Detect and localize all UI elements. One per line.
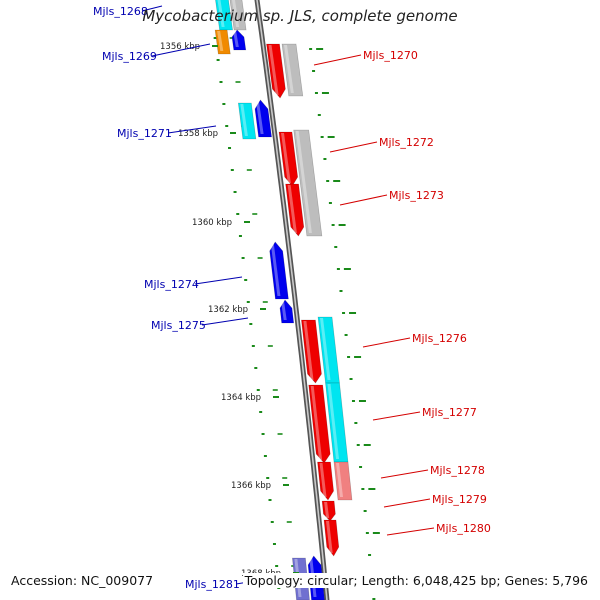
gene-block-1271b-highlight	[255, 101, 264, 134]
gene-block-1280-highlight	[326, 521, 333, 553]
gene-label-mjls-1271[interactable]: Mjls_1271	[117, 127, 172, 140]
gene-label-leader	[339, 194, 388, 206]
gene-layer	[214, 0, 353, 600]
gene-block-1272[interactable]	[278, 131, 299, 187]
gene-block-1272-highlight	[281, 133, 291, 183]
gene-label-mjls-1268[interactable]: Mjls_1268	[93, 5, 148, 18]
gene-label-leader	[313, 54, 362, 66]
gene-block-1270[interactable]	[266, 43, 286, 99]
backbone-layer	[254, 0, 330, 600]
gene-block-1278b-highlight	[336, 463, 343, 497]
gene-label-leader	[386, 527, 435, 536]
kbp-label: 1362 kbp	[208, 305, 248, 315]
gene-block-1269b[interactable]	[231, 29, 247, 51]
gene-label-mjls-1273[interactable]: Mjls_1273	[389, 189, 444, 202]
gene-label-leader	[362, 337, 411, 348]
genome-backbone-highlight	[256, 0, 328, 600]
gene-block-1273[interactable]	[285, 183, 305, 237]
gene-block-1276[interactable]	[301, 319, 322, 384]
gene-block-1270b[interactable]	[281, 43, 304, 97]
gene-block-1270b-highlight	[284, 45, 294, 93]
gene-label-leader	[372, 411, 421, 421]
gene-block-1268-highlight	[217, 0, 225, 27]
gene-label-mjls-1277[interactable]: Mjls_1277	[422, 406, 477, 419]
gene-block-1280[interactable]	[323, 519, 340, 557]
gene-block-1268b-highlight	[231, 0, 240, 27]
gene-block-1275[interactable]	[279, 299, 295, 324]
gene-block-1276-highlight	[303, 321, 314, 380]
tick-layer	[213, 37, 385, 600]
gene-label-leader	[167, 125, 217, 134]
gene-label-leader	[383, 498, 431, 508]
gene-block-1274[interactable]	[269, 241, 289, 300]
kbp-label: 1358 kbp	[178, 129, 218, 139]
gene-block-1278-highlight	[319, 463, 327, 497]
gene-label-mjls-1280[interactable]: Mjls_1280	[436, 522, 491, 535]
gene-block-1270-highlight	[268, 45, 279, 95]
gene-label-leader	[141, 5, 163, 12]
gene-block-1271-highlight	[240, 104, 248, 136]
gene-block-1276b-highlight	[320, 318, 331, 380]
kbp-label-layer: 1356 kbp 1358 kbp 1360 kbp 1362 kbp 1364 kbp…	[160, 42, 299, 579]
kbp-label: 1366 kbp	[231, 481, 271, 491]
gene-label-mjls-1276[interactable]: Mjls_1276	[412, 332, 467, 345]
kbp-label: 1356 kbp	[160, 42, 200, 52]
gene-label-mjls-1278[interactable]: Mjls_1278	[430, 464, 485, 477]
gene-block-1273-highlight	[287, 185, 297, 233]
gene-block-1271b[interactable]	[254, 99, 272, 138]
gene-block-1277b-highlight	[327, 384, 339, 459]
gene-block-1277-highlight	[310, 386, 323, 460]
gene-label-leader	[329, 141, 378, 153]
gene-label-leader	[194, 276, 243, 285]
gene-label-leader	[380, 469, 429, 479]
gene-block-1279-highlight	[324, 502, 330, 518]
gene-label-leader	[151, 43, 211, 57]
gene-block-1271[interactable]	[237, 102, 257, 140]
gene-label-layer: Mjls_1268 Mjls_1269 Mjls_1270 Mjls_1271 Mjls…	[93, 5, 491, 591]
gene-label-mjls-1272[interactable]: Mjls_1272	[379, 136, 434, 149]
gene-label-mjls-1269[interactable]: Mjls_1269	[102, 50, 157, 63]
gene-block-1269b-highlight	[233, 31, 239, 47]
gene-label-mjls-1274[interactable]: Mjls_1274	[144, 278, 199, 291]
gene-block-1279[interactable]	[321, 500, 336, 522]
gene-block-1272b-highlight	[295, 131, 312, 233]
gene-label-mjls-1281[interactable]: Mjls_1281	[185, 578, 240, 591]
kbp-label: 1360 kbp	[192, 218, 232, 228]
gene-block-1272b[interactable]	[293, 129, 323, 237]
gene-block-1278b[interactable]	[333, 461, 353, 501]
accession-text: Accession: NC_009077	[9, 573, 156, 588]
genome-summary-text: Topology: circular; Length: 6,048,425 bp…	[242, 573, 590, 588]
gene-block-1274-highlight	[270, 243, 281, 296]
gene-block-1275-highlight	[281, 301, 287, 320]
gene-block-1268b[interactable]	[229, 0, 247, 31]
kbp-label: 1364 kbp	[221, 393, 261, 403]
gene-block-1277[interactable]	[308, 384, 331, 464]
gene-block-1278[interactable]	[317, 461, 334, 501]
gene-label-mjls-1270[interactable]: Mjls_1270	[363, 49, 418, 62]
gene-label-mjls-1275[interactable]: Mjls_1275	[151, 319, 206, 332]
gene-block-1269-highlight	[217, 31, 224, 51]
gene-label-leader	[201, 317, 249, 326]
gene-label-mjls-1279[interactable]: Mjls_1279	[432, 493, 487, 506]
gene-block-1268[interactable]	[214, 0, 233, 31]
